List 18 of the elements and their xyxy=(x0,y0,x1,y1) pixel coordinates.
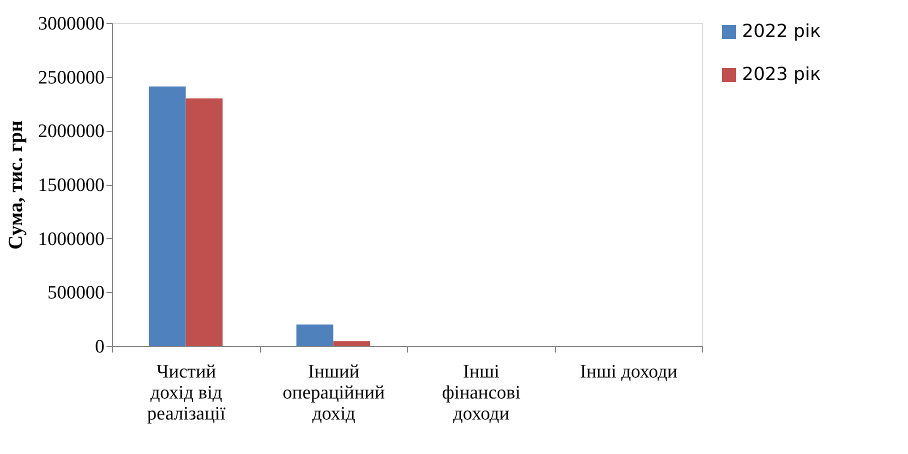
y-tick-label: 1000000 xyxy=(38,228,104,250)
y-axis-title: Сума, тис. грн xyxy=(5,120,27,250)
legend-label: 2022 рік xyxy=(742,21,821,42)
y-tick-label: 2500000 xyxy=(38,67,104,88)
x-tick-label: Чистий дохід від реалізації xyxy=(147,362,226,424)
bar xyxy=(186,98,223,346)
legend-label: 2023 рік xyxy=(742,64,821,85)
y-tick-label: 500000 xyxy=(48,282,104,304)
y-tick-label: 3000000 xyxy=(38,14,104,34)
x-tick-label: Інші фінансові доходи xyxy=(442,362,521,424)
y-tick-label: 0 xyxy=(95,336,104,358)
x-tick-label: Інші доходи xyxy=(580,362,678,382)
bar xyxy=(148,86,186,346)
x-tick-label: Інший операційний дохід xyxy=(282,362,385,424)
bar xyxy=(296,324,334,346)
y-tick-label: 1500000 xyxy=(38,175,104,196)
bar xyxy=(333,341,370,346)
y-tick-label: 2000000 xyxy=(38,121,104,142)
